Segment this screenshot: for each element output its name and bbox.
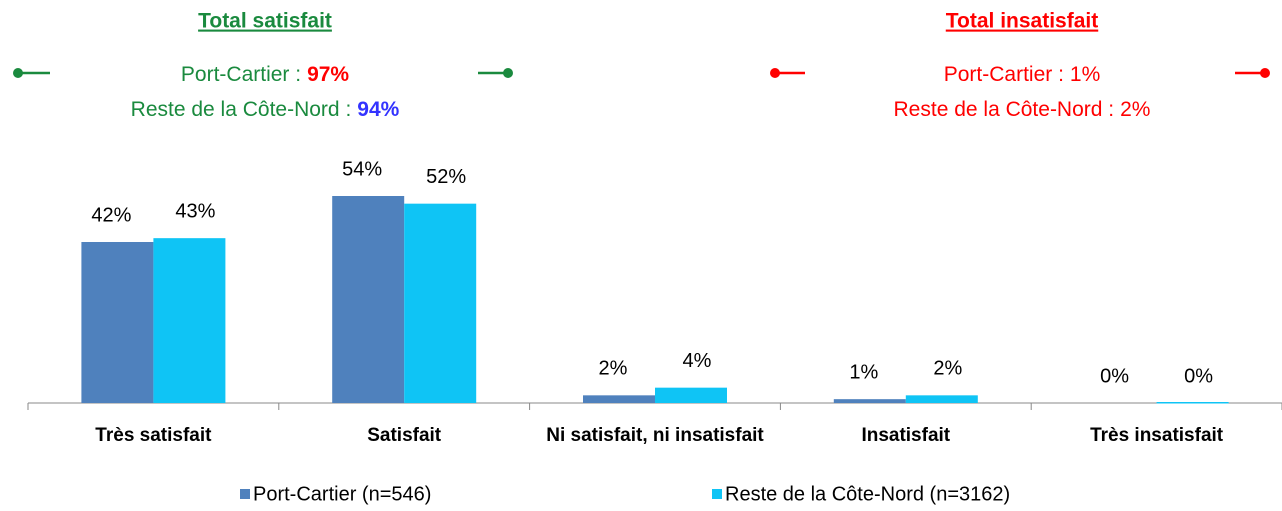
annotation-line: Port-Cartier : 1% [944,63,1101,86]
bar [833,399,906,403]
bar [1156,402,1229,404]
annotation-value: 1% [1070,63,1100,86]
value-label: 52% [426,166,466,188]
bar [655,387,727,403]
annotation-title: Total insatisfait [946,10,1098,33]
bar [583,395,655,403]
x-tick-label: Très satisfait [95,425,212,446]
bar [81,242,154,403]
annotation-line: Port-Cartier : 97% [181,63,350,86]
bar [905,395,978,403]
annotation-label: Port-Cartier : [944,63,1064,86]
annotation-title: Total satisfait [198,10,332,33]
annotation-label: Reste de la Côte-Nord : [894,98,1115,121]
x-tick-label: Ni satisfait, ni insatisfait [546,425,764,446]
annotation-label: Reste de la Côte-Nord : [131,98,352,121]
bar [332,196,405,403]
annotation-value: 97% [307,63,349,86]
value-label: 42% [91,204,131,226]
value-label: 1% [849,361,878,383]
annotation-value: 2% [1120,98,1150,121]
value-label: 0% [1100,365,1129,387]
value-label: 43% [175,200,215,222]
value-label: 2% [599,358,628,380]
value-label: 2% [933,358,962,380]
x-tick-label: Satisfait [367,425,442,446]
annotation-label: Port-Cartier : [181,63,301,86]
x-tick-label: Très insatisfait [1090,425,1224,446]
decorations [13,68,1270,78]
annotation-line: Reste de la Côte-Nord :94% [131,98,400,121]
legend-label: Port-Cartier (n=546) [253,483,431,505]
x-tick-label: Insatisfait [861,425,951,446]
value-label: 54% [342,158,382,180]
value-label: 0% [1184,365,1213,387]
annotation-line: Reste de la Côte-Nord :2% [894,98,1151,121]
annotation-value: 94% [357,98,399,121]
legend-label: Reste de la Côte-Nord (n=3162) [725,483,1010,505]
legend-swatch [712,489,722,499]
bar [153,238,226,403]
bar [404,203,477,403]
legend-swatch [240,489,250,499]
value-label: 4% [683,350,712,372]
